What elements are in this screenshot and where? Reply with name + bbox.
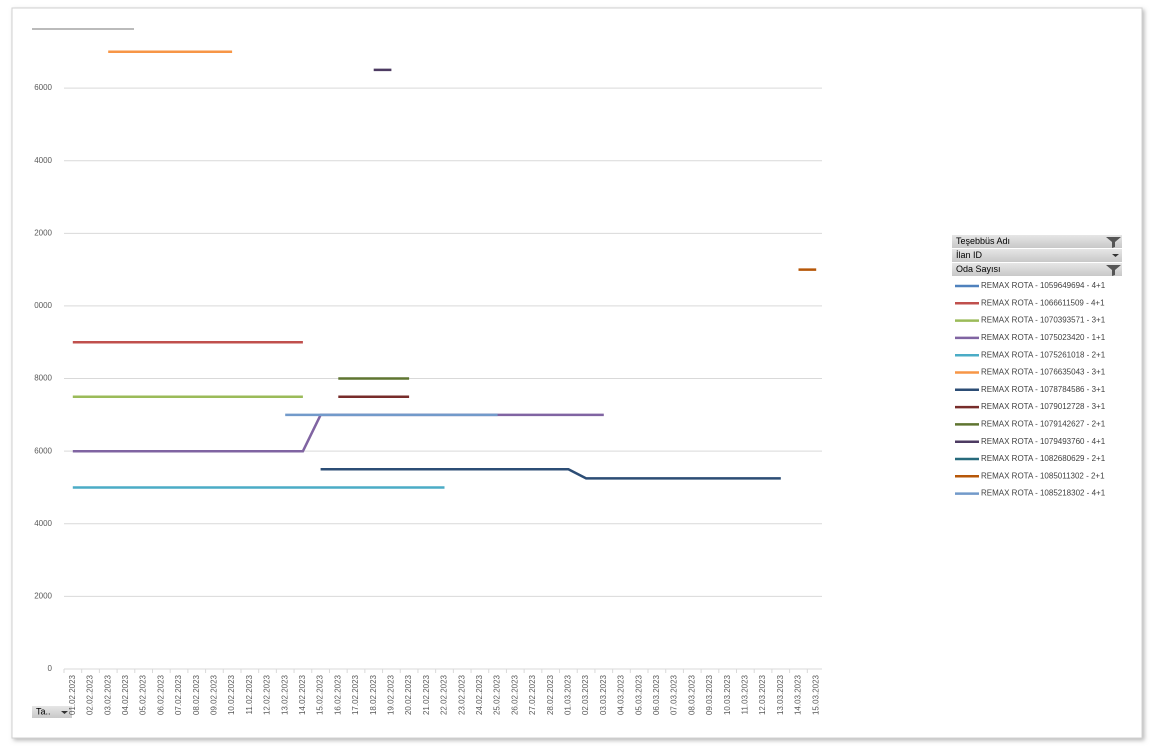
x-tick-label: 05.02.2023: [139, 674, 148, 715]
legend-label: REMAX ROTA - 1085218302 - 4+1: [981, 489, 1106, 498]
legend-label: REMAX ROTA - 1085011302 - 2+1: [981, 471, 1105, 480]
x-tick-label: 01.03.2023: [563, 674, 572, 715]
field-button-label: İlan ID: [956, 250, 983, 260]
y-tick-label: 2000: [34, 591, 52, 600]
x-tick-label: 11.02.2023: [245, 674, 254, 714]
field-button[interactable]: [952, 235, 1122, 248]
x-tick-label: 12.03.2023: [758, 674, 767, 715]
legend-label: REMAX ROTA - 1078784586 - 3+1: [981, 385, 1106, 394]
x-tick-label: 21.02.2023: [422, 674, 431, 715]
x-tick-label: 17.02.2023: [351, 674, 360, 715]
x-tick-label: 08.03.2023: [687, 674, 696, 715]
x-tick-label: 06.03.2023: [652, 674, 661, 715]
legend-label: REMAX ROTA - 1070393571 - 3+1: [981, 316, 1106, 325]
x-tick-label: 05.03.2023: [634, 674, 643, 715]
x-tick-label: 07.02.2023: [174, 674, 183, 715]
field-button-label: Teşebbüs Adı: [956, 236, 1010, 246]
x-tick-label: 16.02.2023: [333, 674, 342, 715]
x-tick-label: 13.03.2023: [776, 674, 785, 715]
x-tick-label: 13.02.2023: [280, 674, 289, 715]
field-button[interactable]: [952, 263, 1122, 276]
x-tick-label: 22.02.2023: [440, 674, 449, 715]
x-tick-label: 27.02.2023: [528, 674, 537, 715]
x-tick-label: 10.02.2023: [227, 674, 236, 715]
legend-label: REMAX ROTA - 1059649694 - 4+1: [981, 281, 1106, 290]
x-tick-label: 15.03.2023: [811, 674, 820, 715]
filter-buttons: Ta..: [32, 235, 1122, 718]
x-tick-label: 03.03.2023: [599, 674, 608, 715]
legend-label: REMAX ROTA - 1075023420 - 1+1: [981, 333, 1106, 342]
x-tick-label: 24.02.2023: [475, 674, 484, 715]
x-tick-label: 18.02.2023: [369, 674, 378, 715]
y-tick-label: 4000: [34, 156, 52, 165]
x-tick-label: 04.02.2023: [121, 674, 130, 715]
y-tick-label: 0000: [34, 301, 52, 310]
x-tick-label: 07.03.2023: [670, 674, 679, 715]
y-tick-label: 4000: [34, 519, 52, 528]
x-tick-label: 10.03.2023: [723, 674, 732, 715]
axis-field-label: Ta..: [36, 706, 51, 716]
x-tick-label: 26.02.2023: [510, 674, 519, 715]
y-tick-label: 6000: [34, 83, 52, 92]
x-tick-label: 09.02.2023: [210, 674, 219, 715]
legend-label: REMAX ROTA - 1066611509 - 4+1: [981, 298, 1105, 307]
x-tick-label: 25.02.2023: [493, 674, 502, 715]
x-tick-label: 19.02.2023: [387, 674, 396, 715]
x-tick-label: 20.02.2023: [404, 674, 413, 715]
series-line: [320, 468, 781, 480]
x-tick-label: 06.02.2023: [156, 674, 165, 715]
dropdown-icon: [61, 711, 68, 714]
chart-area: [11, 7, 1143, 739]
field-button[interactable]: [952, 249, 1122, 262]
x-tick-label: 02.03.2023: [581, 674, 590, 715]
y-tick-label: 6000: [34, 446, 52, 455]
legend-label: REMAX ROTA - 1082680629 - 2+1: [981, 454, 1106, 463]
x-tick-label: 04.03.2023: [617, 674, 626, 715]
filter-icon: [1106, 237, 1121, 248]
x-tick-label: 02.02.2023: [86, 674, 95, 715]
x-tick-label: 14.02.2023: [298, 674, 307, 715]
x-tick-label: 15.02.2023: [316, 674, 325, 715]
legend-label: REMAX ROTA - 1079012728 - 3+1: [981, 402, 1106, 411]
x-tick-label: 03.02.2023: [103, 674, 112, 715]
filter-icon: [1106, 265, 1121, 276]
x-tick-label: 28.02.2023: [546, 674, 555, 715]
x-tick-label: 08.02.2023: [192, 674, 201, 715]
legend-label: REMAX ROTA - 1079142627 - 2+1: [981, 420, 1106, 429]
legend-label: REMAX ROTA - 1079493760 - 4+1: [981, 437, 1106, 446]
x-tick-label: 14.03.2023: [794, 674, 803, 715]
legend-label: REMAX ROTA - 1075261018 - 2+1: [981, 350, 1106, 359]
x-tick-label: 23.02.2023: [457, 674, 466, 715]
x-tick-label: 11.03.2023: [740, 674, 749, 714]
y-tick-label: 2000: [34, 228, 52, 237]
y-tick-label: 8000: [34, 374, 52, 383]
x-tick-label: 12.02.2023: [263, 674, 272, 715]
legend-label: REMAX ROTA - 1076635043 - 3+1: [981, 368, 1106, 377]
y-tick-label: 0: [48, 664, 53, 673]
x-tick-label: 01.02.2023: [68, 674, 77, 715]
field-button-label: Oda Sayısı: [956, 264, 1001, 274]
x-tick-label: 09.03.2023: [705, 674, 714, 715]
dropdown-icon: [1112, 254, 1119, 257]
axis-field-button[interactable]: [32, 706, 72, 718]
